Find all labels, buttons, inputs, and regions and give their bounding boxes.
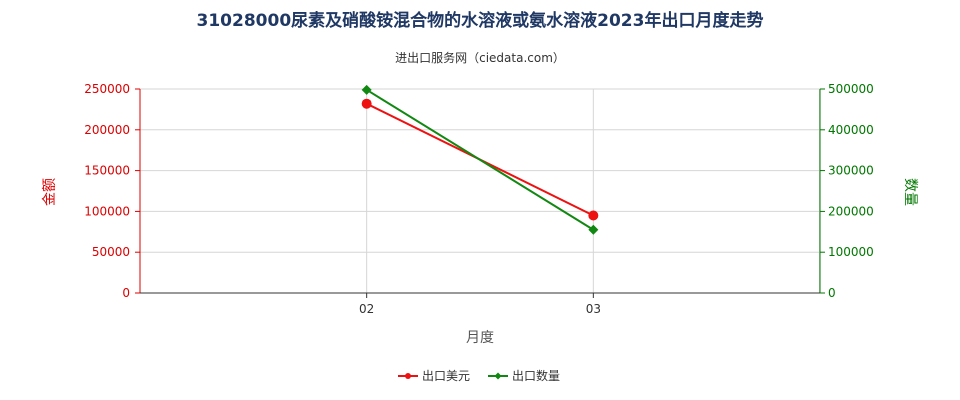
chart-subtitle: 进出口服务网（ciedata.com） [395, 50, 565, 65]
series-layer [361, 84, 599, 235]
data-point [588, 224, 599, 235]
legend-swatch-marker [405, 373, 411, 379]
x-axis-label: 月度 [466, 330, 494, 346]
right-axis-label: 数量 [902, 178, 918, 206]
left-tick-label: 250000 [84, 82, 130, 96]
x-tick-label: 03 [586, 302, 601, 316]
series-line [366, 88, 594, 231]
right-tick-label: 0 [828, 286, 836, 300]
left-tick-label: 200000 [84, 123, 130, 137]
data-point [588, 210, 599, 221]
right-tick-label: 400000 [828, 123, 874, 137]
left-axis-label: 金额 [42, 178, 58, 206]
right-tick-label: 300000 [828, 164, 874, 178]
axes [139, 89, 821, 294]
right-tick-label: 100000 [828, 245, 874, 259]
left-tick-label: 100000 [84, 204, 130, 218]
left-tick-label: 0 [122, 286, 130, 300]
right-tick-label: 500000 [828, 82, 874, 96]
legend-label: 出口美元 [422, 369, 470, 383]
left-axis-ticks: 0 50000 100000 150000 200000 250000 [84, 82, 140, 300]
legend-swatch-marker [494, 372, 502, 380]
left-tick-label: 150000 [84, 164, 130, 178]
x-axis-ticks: 02 03 [359, 293, 601, 316]
right-axis-ticks: 0 100000 200000 300000 400000 500000 [820, 82, 874, 300]
legend-label: 出口数量 [512, 368, 560, 383]
x-tick-label: 02 [359, 302, 374, 316]
grid [140, 88, 820, 293]
chart-title: 31028000尿素及硝酸铵混合物的水溶液或氨水溶液2023年出口月度走势 [197, 10, 764, 31]
data-point [361, 98, 372, 109]
left-tick-label: 50000 [92, 245, 130, 259]
data-point [361, 84, 372, 95]
legend: 出口美元 出口数量 [398, 368, 560, 383]
right-tick-label: 200000 [828, 204, 874, 218]
